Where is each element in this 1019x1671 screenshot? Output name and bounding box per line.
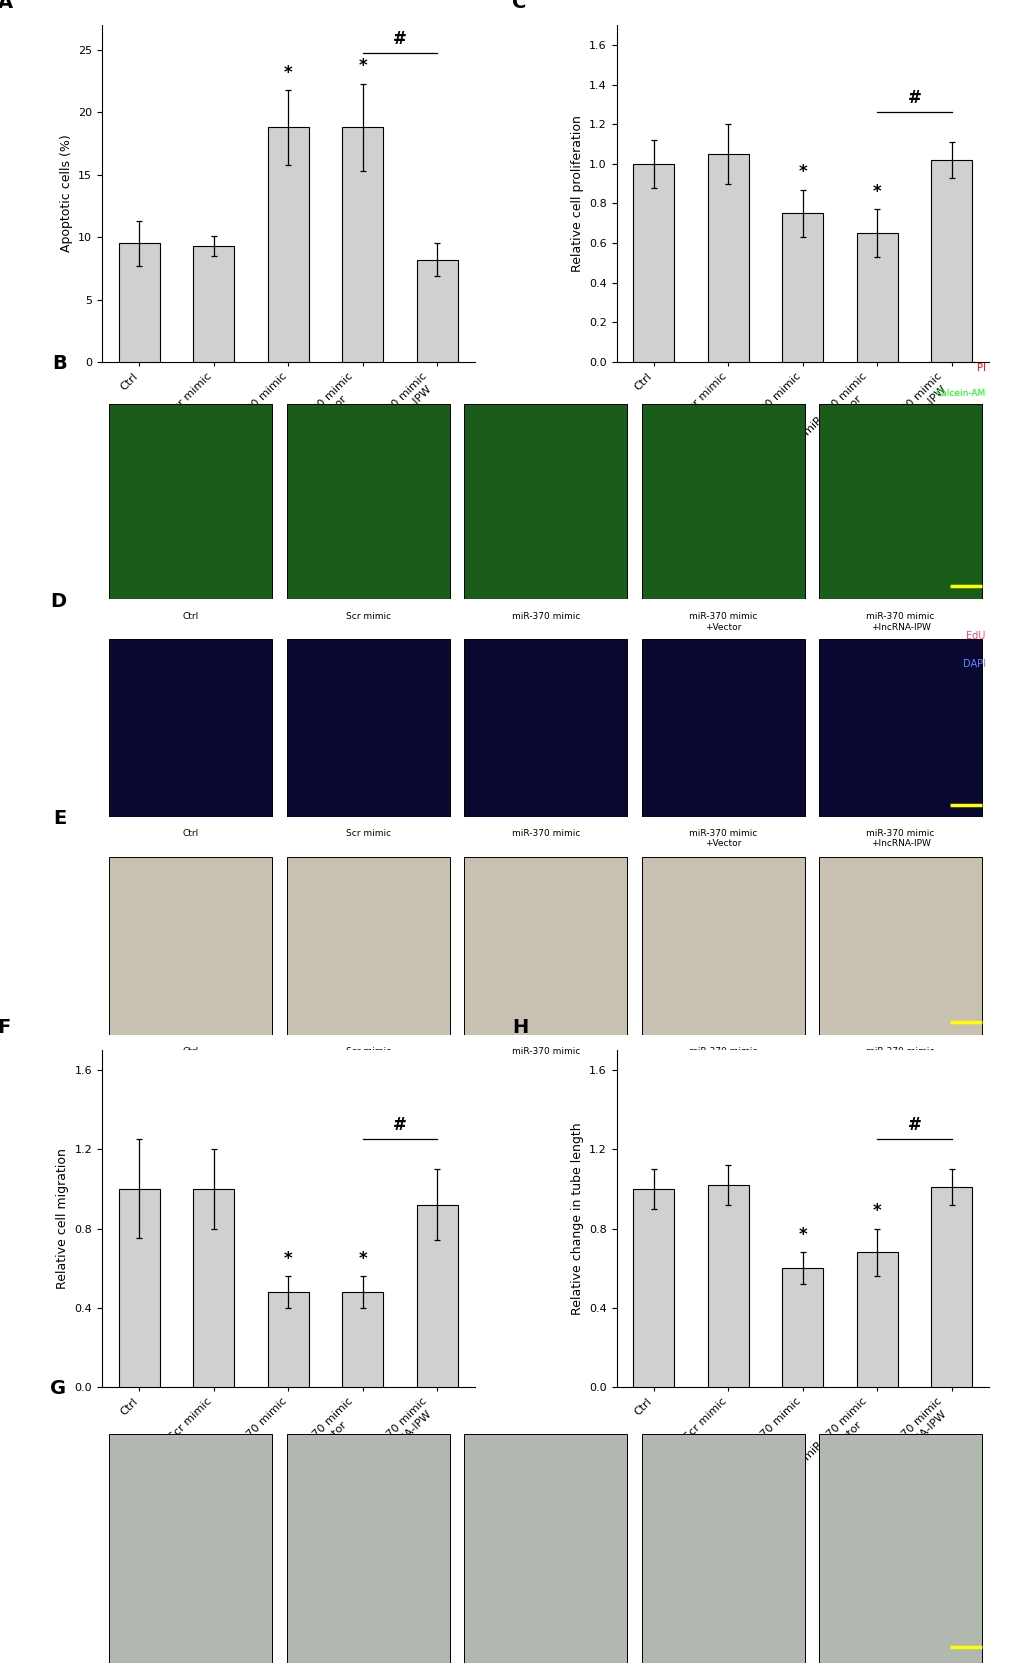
Text: miR-370 mimic
+Vector: miR-370 mimic +Vector bbox=[688, 612, 757, 632]
Text: G: G bbox=[50, 1379, 66, 1397]
Bar bbox=[119, 244, 160, 363]
Text: miR-370 mimic
+Vector: miR-370 mimic +Vector bbox=[688, 829, 757, 849]
Bar bbox=[119, 1188, 160, 1387]
Bar bbox=[342, 1292, 383, 1387]
Bar bbox=[286, 1434, 449, 1663]
Text: Scr mimic: Scr mimic bbox=[345, 612, 390, 622]
Bar bbox=[641, 404, 804, 598]
Text: E: E bbox=[53, 809, 66, 829]
Text: H: H bbox=[512, 1018, 528, 1036]
Bar bbox=[856, 1252, 897, 1387]
Bar bbox=[109, 404, 272, 598]
Text: Calcein-AM: Calcein-AM bbox=[934, 389, 985, 398]
Text: DAPI: DAPI bbox=[962, 658, 985, 668]
Bar bbox=[109, 1434, 272, 1663]
Bar bbox=[641, 638, 804, 817]
Bar bbox=[930, 1186, 971, 1387]
Y-axis label: Relative cell migration: Relative cell migration bbox=[56, 1148, 69, 1288]
Text: *: * bbox=[284, 1250, 292, 1268]
Text: F: F bbox=[0, 1018, 11, 1036]
Text: miR-370 mimic: miR-370 mimic bbox=[511, 829, 580, 837]
Text: Scr mimic: Scr mimic bbox=[345, 829, 390, 837]
Text: PI: PI bbox=[976, 363, 985, 373]
Text: *: * bbox=[359, 57, 367, 75]
Y-axis label: Relative change in tube length: Relative change in tube length bbox=[570, 1123, 583, 1315]
Text: #: # bbox=[907, 1116, 921, 1133]
Bar bbox=[268, 1292, 309, 1387]
Bar bbox=[818, 638, 981, 817]
Bar bbox=[109, 857, 272, 1034]
Text: B: B bbox=[52, 354, 66, 373]
Bar bbox=[930, 160, 971, 363]
Bar bbox=[707, 1185, 748, 1387]
Y-axis label: Relative cell proliferation: Relative cell proliferation bbox=[570, 115, 583, 272]
Text: miR-370 mimic
+lncRNA-IPW: miR-370 mimic +lncRNA-IPW bbox=[865, 612, 934, 632]
Bar bbox=[464, 404, 627, 598]
Bar bbox=[109, 638, 272, 817]
Y-axis label: Apoptotic cells (%): Apoptotic cells (%) bbox=[59, 135, 72, 252]
Bar bbox=[194, 246, 234, 363]
Bar bbox=[818, 404, 981, 598]
Text: C: C bbox=[512, 0, 526, 12]
Bar bbox=[342, 127, 383, 363]
Bar bbox=[633, 164, 674, 363]
Text: Scr mimic: Scr mimic bbox=[345, 1046, 390, 1056]
Text: #: # bbox=[393, 30, 407, 48]
Text: miR-370 mimic
+lncRNA-IPW: miR-370 mimic +lncRNA-IPW bbox=[865, 1046, 934, 1066]
Bar bbox=[707, 154, 748, 363]
Bar bbox=[286, 857, 449, 1034]
Bar bbox=[464, 857, 627, 1034]
Bar bbox=[417, 1205, 458, 1387]
Text: A: A bbox=[0, 0, 12, 12]
Bar bbox=[641, 1434, 804, 1663]
Bar bbox=[286, 404, 449, 598]
Bar bbox=[818, 857, 981, 1034]
Text: EdU: EdU bbox=[966, 632, 985, 640]
Text: Ctrl: Ctrl bbox=[182, 829, 199, 837]
Text: *: * bbox=[798, 164, 806, 180]
Bar bbox=[417, 259, 458, 363]
Bar bbox=[268, 127, 309, 363]
Bar bbox=[782, 214, 822, 363]
Text: *: * bbox=[872, 1201, 880, 1220]
Bar bbox=[464, 1434, 627, 1663]
Text: D: D bbox=[50, 592, 66, 610]
Text: #: # bbox=[907, 89, 921, 107]
Text: miR-370 mimic
+Vector: miR-370 mimic +Vector bbox=[688, 1046, 757, 1066]
Bar bbox=[856, 234, 897, 363]
Text: *: * bbox=[359, 1250, 367, 1268]
Bar bbox=[194, 1188, 234, 1387]
Text: miR-370 mimic: miR-370 mimic bbox=[511, 1046, 580, 1056]
Bar bbox=[286, 638, 449, 817]
Bar bbox=[641, 857, 804, 1034]
Bar bbox=[782, 1268, 822, 1387]
Text: *: * bbox=[798, 1227, 806, 1243]
Text: *: * bbox=[284, 63, 292, 82]
Text: Ctrl: Ctrl bbox=[182, 1046, 199, 1056]
Text: miR-370 mimic
+lncRNA-IPW: miR-370 mimic +lncRNA-IPW bbox=[865, 829, 934, 849]
Bar bbox=[464, 638, 627, 817]
Text: miR-370 mimic: miR-370 mimic bbox=[511, 612, 580, 622]
Text: #: # bbox=[393, 1116, 407, 1133]
Text: Ctrl: Ctrl bbox=[182, 612, 199, 622]
Bar bbox=[818, 1434, 981, 1663]
Bar bbox=[633, 1188, 674, 1387]
Text: *: * bbox=[872, 182, 880, 201]
